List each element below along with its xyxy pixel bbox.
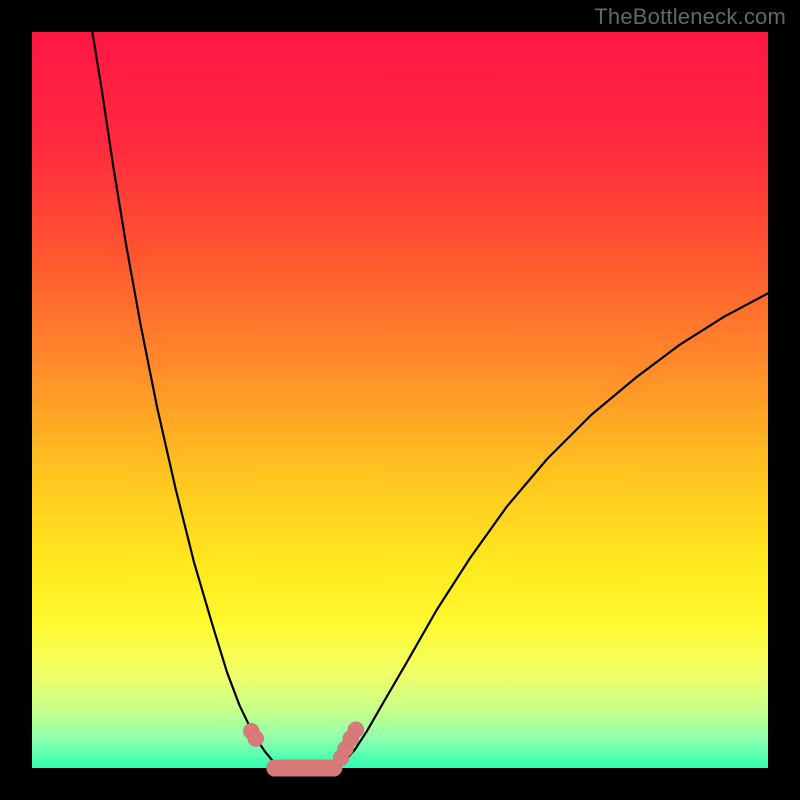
bottleneck-chart: TheBottleneck.com (0, 0, 800, 800)
watermark-text: TheBottleneck.com (594, 4, 786, 30)
chart-canvas (0, 0, 800, 800)
